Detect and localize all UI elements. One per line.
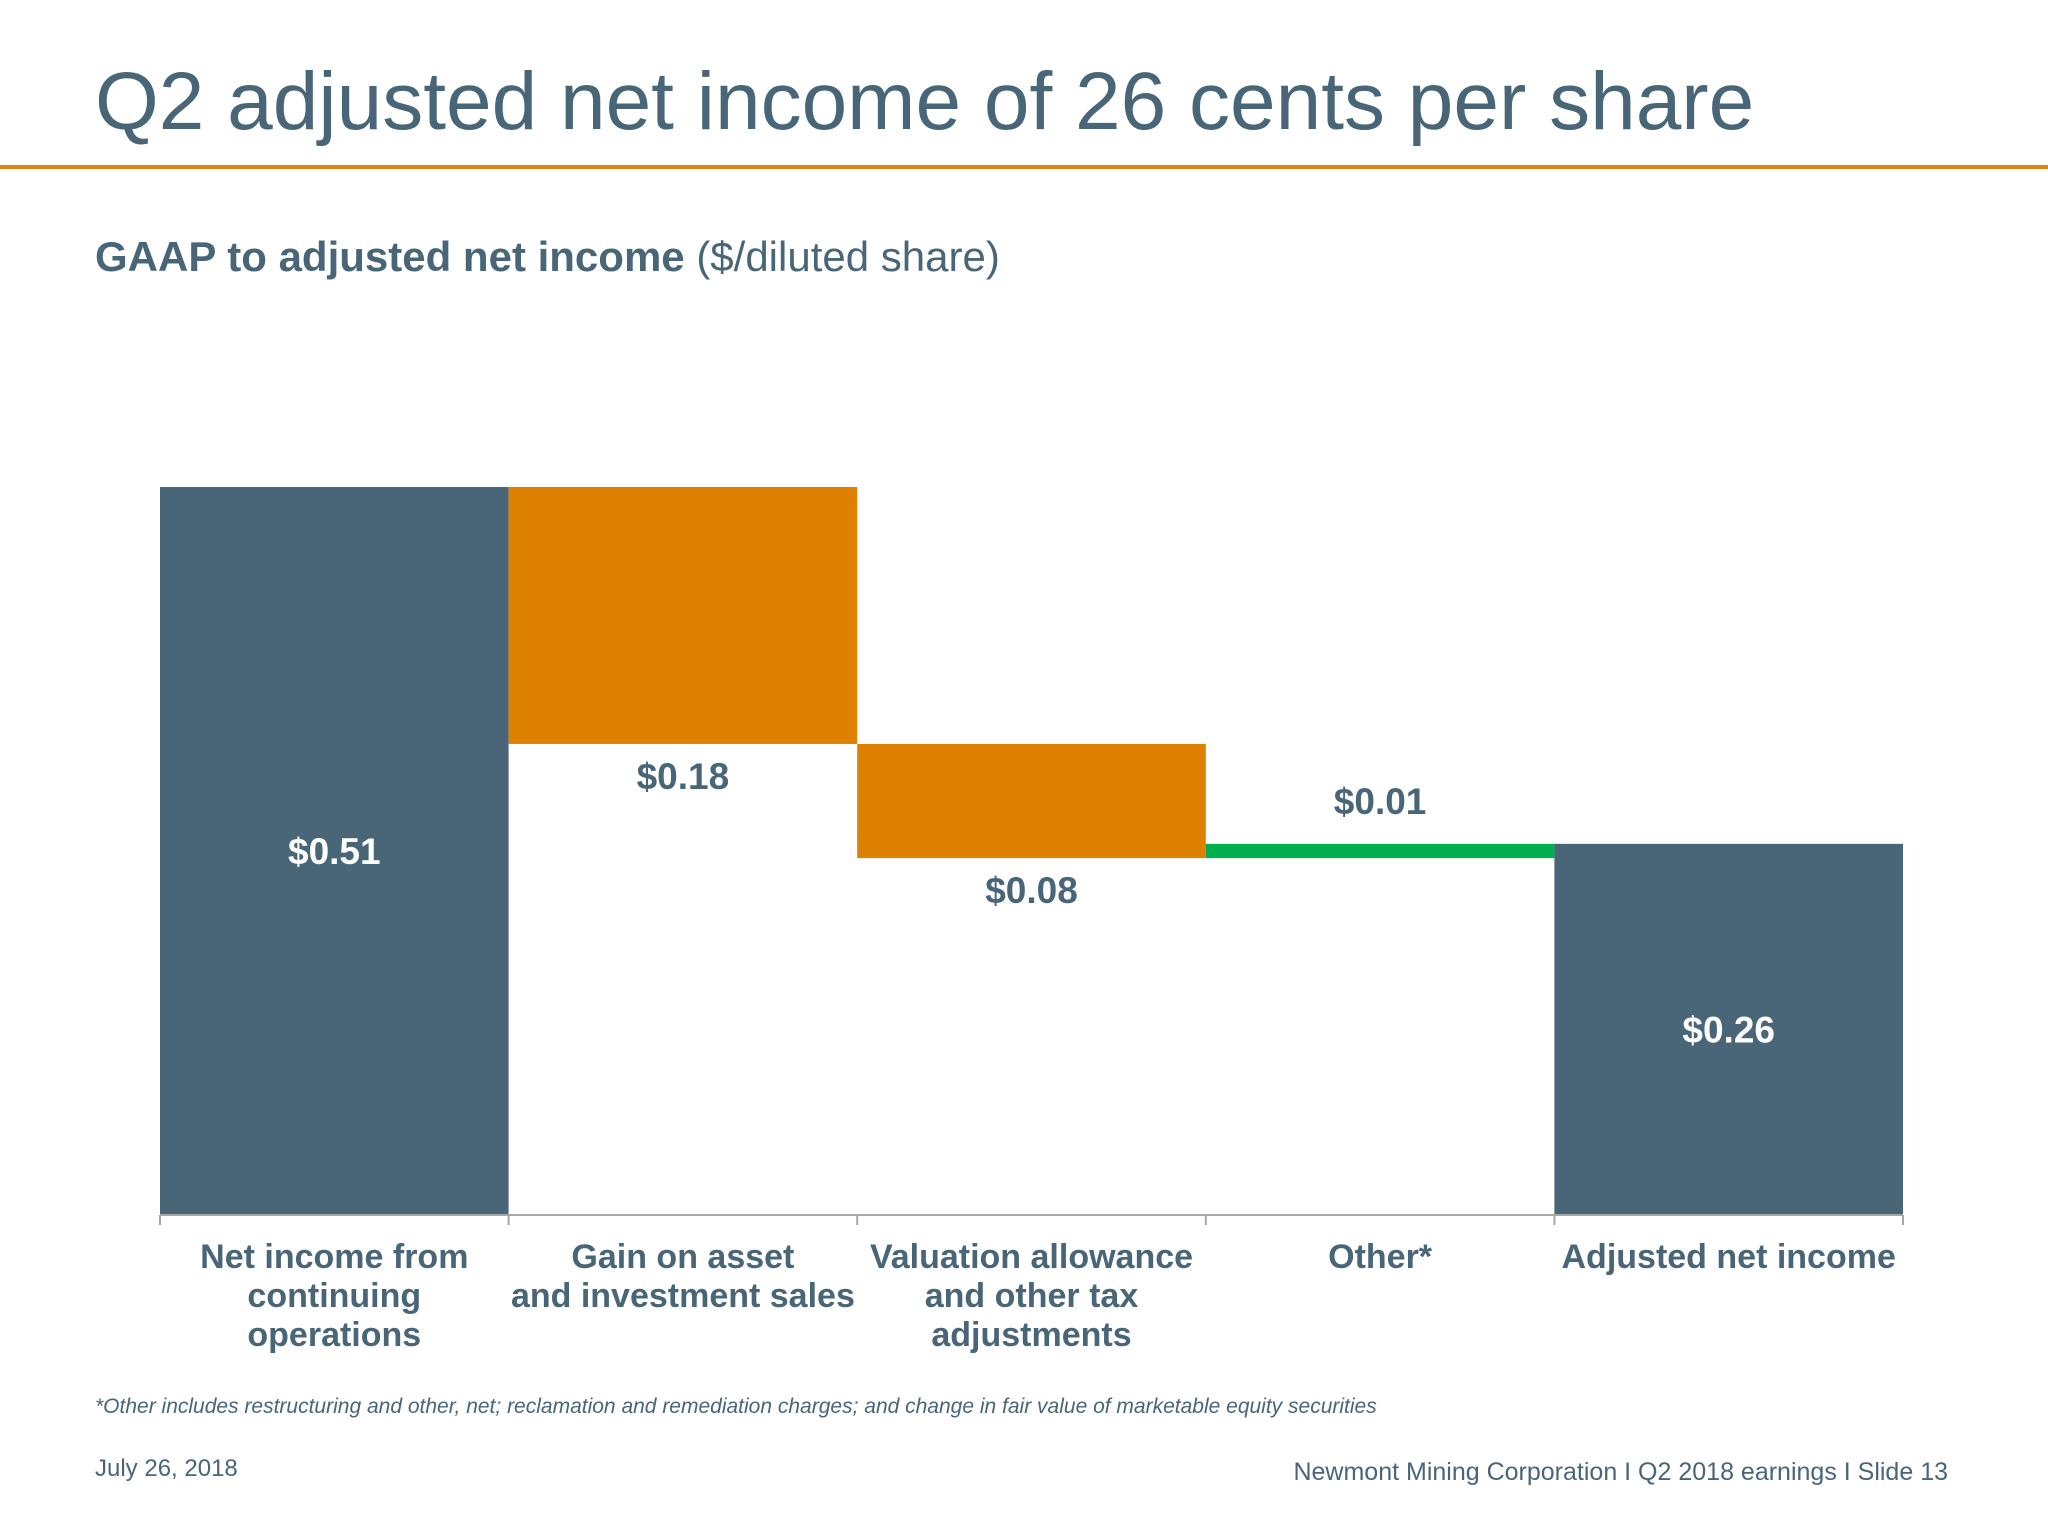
waterfall-chart: $0.51 Net income fromcontinuingoperations… xyxy=(159,487,1904,1354)
data-label-5: $0.26 xyxy=(1682,1009,1775,1050)
category-label-3-line-3: adjustments xyxy=(931,1316,1131,1354)
footer-source: Newmont Mining Corporation I Q2 2018 ear… xyxy=(1293,1458,1948,1486)
category-label-1-line-1: Net income from xyxy=(200,1238,468,1276)
category-label-1-line-2: continuing xyxy=(247,1277,421,1315)
category-label-1-line-3: operations xyxy=(247,1316,421,1354)
category-label-2-line-1: Gain on asset xyxy=(571,1238,794,1276)
data-label-4: $0.01 xyxy=(1334,781,1427,822)
data-label-1: $0.51 xyxy=(288,831,381,872)
footer-date: July 26, 2018 xyxy=(95,1455,238,1482)
footnote: *Other includes restructuring and other,… xyxy=(95,1395,1377,1418)
subtitle-units: ($/diluted share) xyxy=(696,233,1000,280)
bar-1 xyxy=(160,487,509,1215)
bar-4 xyxy=(1205,843,1555,859)
title-divider xyxy=(0,165,2048,169)
bar-3 xyxy=(857,743,1206,859)
category-label-3-line-2: and other tax xyxy=(925,1277,1139,1315)
data-label-3: $0.08 xyxy=(985,870,1078,911)
category-label-5-line-1: Adjusted net income xyxy=(1562,1238,1896,1276)
category-label-3-line-1: Valuation allowance xyxy=(870,1238,1193,1276)
bar-2 xyxy=(508,487,858,744)
category-label-2-line-2: and investment sales xyxy=(511,1277,855,1315)
page-title: Q2 adjusted net income of 26 cents per s… xyxy=(95,56,1755,147)
category-label-4-line-1: Other* xyxy=(1328,1238,1433,1276)
chart-subtitle: GAAP to adjusted net income ($/diluted s… xyxy=(95,232,1000,282)
subtitle-bold: GAAP to adjusted net income xyxy=(95,233,685,280)
bar-5 xyxy=(1554,843,1903,1215)
data-label-2: $0.18 xyxy=(637,756,730,797)
